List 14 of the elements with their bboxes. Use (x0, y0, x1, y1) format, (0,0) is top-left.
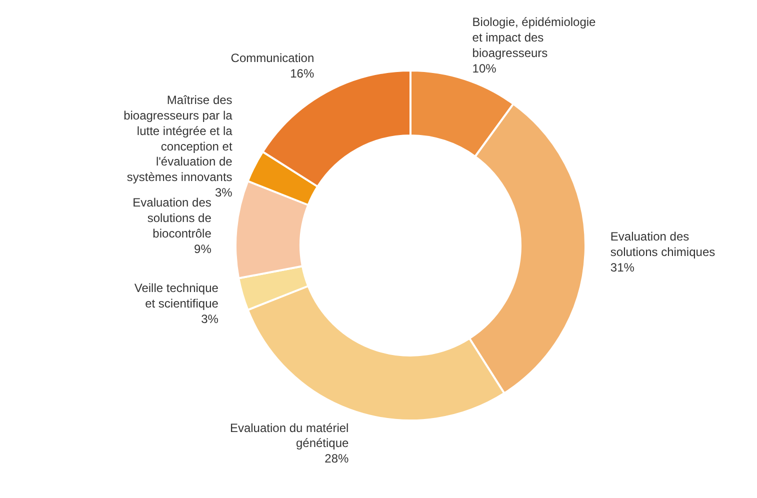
slice-label: Biologie, épidémiologie et impact des bioagresseurs (472, 15, 596, 60)
data-label: 31% (610, 260, 635, 274)
data-label: 16% (290, 66, 314, 80)
data-label: 9% (194, 242, 212, 256)
data-label: 28% (324, 452, 350, 466)
slice-label: Communication (230, 50, 314, 65)
slice-label: Evaluation du matériel génétique (230, 420, 350, 450)
data-label: 3% (214, 186, 233, 200)
slice-label: Maîtrise des bioagresseurs par la lutte intégrée et la conception et l'évaluation de systèmes innovants (124, 93, 233, 184)
slice-label: Evaluation des solutions de biocontrôle (132, 196, 212, 240)
data-label: 3% (201, 312, 219, 326)
slice-label: Veille technique et scientifique (134, 281, 219, 311)
slice-label: Evaluation des solutions chimiques (610, 230, 716, 260)
data-label: 10% (472, 61, 497, 76)
